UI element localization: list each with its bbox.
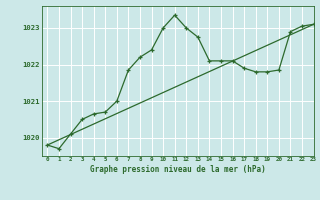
X-axis label: Graphe pression niveau de la mer (hPa): Graphe pression niveau de la mer (hPa) xyxy=(90,165,266,174)
